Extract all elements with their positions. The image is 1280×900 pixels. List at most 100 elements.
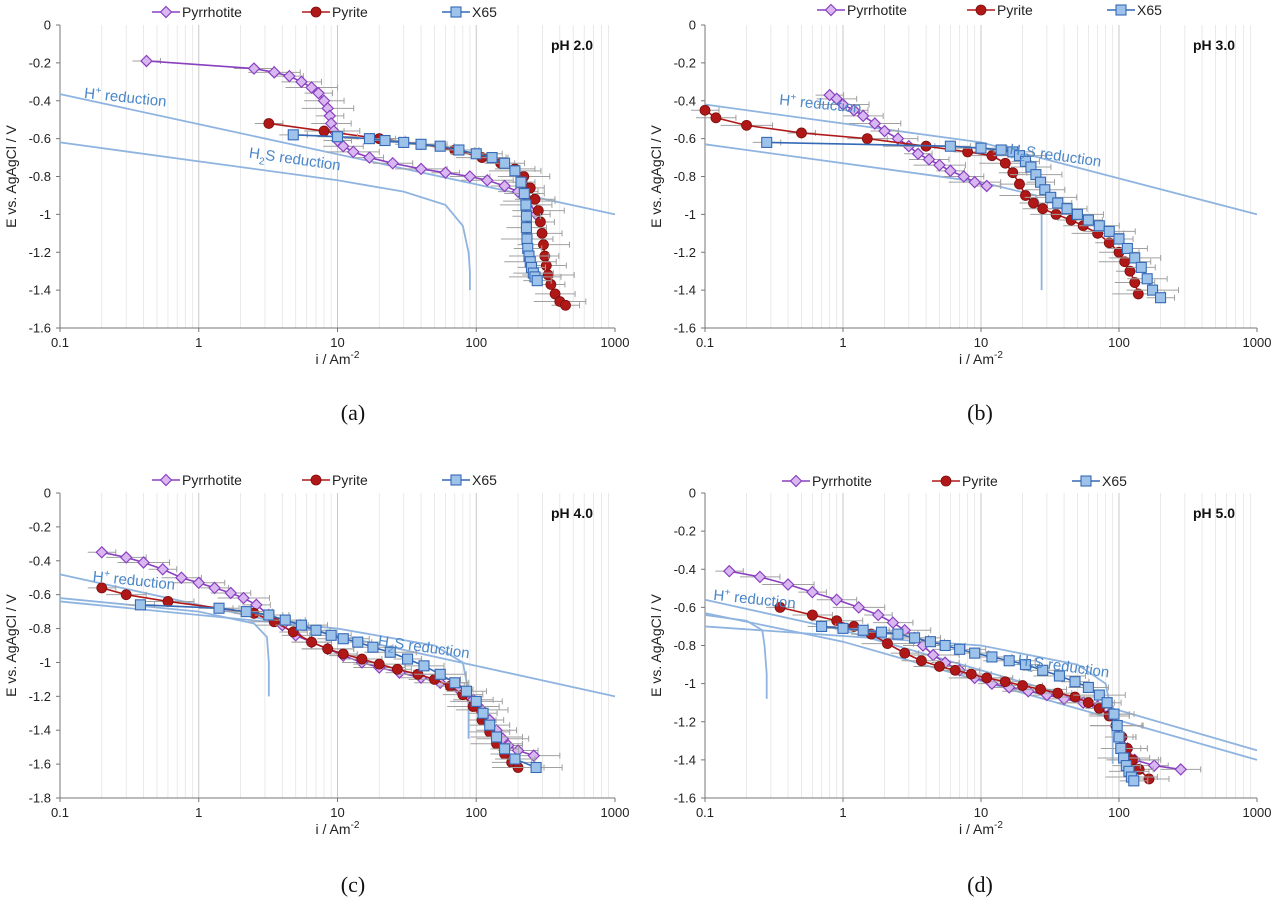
data-point-pyrite [1017,680,1028,691]
data-point-pyrite [287,626,299,638]
data-point-pyrite [536,227,548,239]
y-tick-label: -0.4 [29,553,51,568]
legend-label-pyrrhotite: Pyrrhotite [847,2,907,18]
panel-caption: (c) [341,872,365,897]
y-tick-label: -0.6 [674,131,696,146]
annotation-rest: reduction [729,589,796,613]
data-point-x65 [331,131,344,143]
legend-label-x65: X65 [472,472,497,488]
y-tick-label: -0.2 [674,524,696,539]
data-point-pyrite [916,655,927,667]
y-tick-label: 0 [44,18,51,33]
data-point-pyrite [356,653,368,665]
data-point-x65 [1113,233,1125,245]
legend-marker-pyrrhotite [159,473,173,487]
data-point-x65 [975,142,987,154]
data-point-x65 [1053,670,1065,682]
data-point-x65 [816,620,828,632]
data-point-pyrrhotite [527,749,541,762]
annotation-base: H [1017,652,1030,670]
data-point-x65 [944,140,956,152]
data-point-pyrrhotite [480,173,494,187]
legend: Pyrrhotite Pyrite X65 [817,2,1162,18]
annotation-base: H [377,633,390,651]
x-tick-label: 10 [974,335,988,350]
legend-marker-x65 [450,474,462,486]
data-point-pyrrhotite [237,591,250,605]
annotation-base: H [92,568,105,586]
data-point-pyrrhotite [957,170,971,183]
y-tick-label: -1 [39,207,51,222]
x-tick-label: 100 [465,335,487,350]
x-tick-label: 10 [330,805,344,820]
y-tick-label: -0.2 [674,55,696,70]
y-tick-label: -0.2 [29,519,51,534]
x-tick-label: 0.1 [696,335,714,350]
data-point-x65 [398,136,410,148]
data-point-pyrite [560,299,571,311]
y-tick-label: 0 [689,486,696,501]
h-plus-reduction-annotation: H+ reduction [778,91,862,118]
legend-marker-pyrrhotite [789,474,803,488]
h2s-reduction-annotation: H2S reduction [247,145,341,179]
x-tick-label: 1 [195,805,202,820]
data-point-x65 [415,138,427,150]
data-point-pyrite [1082,697,1094,709]
data-point-x65 [1108,708,1120,720]
x-axis-title: i / Am-2 [959,820,1003,837]
data-point-x65 [1093,689,1105,701]
data-point-x65 [263,609,275,621]
annotation-rest: reduction [100,87,167,111]
data-point-pyrite [337,648,349,660]
h-plus-reduction-annotation: H+ reduction [83,84,167,111]
x-tick-label: 100 [1108,805,1130,820]
x-tick-label: 1000 [1243,335,1272,350]
data-point-x65 [521,233,533,245]
data-point-pyrrhotite [933,158,946,172]
data-point-pyrrhotite [886,616,900,629]
panel-caption: (a) [341,400,365,425]
data-point-pyrrhotite [295,75,308,89]
data-point-x65 [363,133,376,145]
series-line-pyrite [779,606,1150,780]
data-point-x65 [1045,191,1057,203]
data-point-x65 [1111,720,1123,732]
y-tick-label: -0.4 [674,93,696,108]
data-point-x65 [460,685,473,697]
model-curve-h2s-reduction [59,600,470,739]
legend-label-pyrite: Pyrite [997,2,1033,18]
legend-label-pyrrhotite: Pyrrhotite [182,4,242,20]
data-point-x65 [761,136,773,148]
annotation-sub: 2 [1027,663,1034,675]
legend-label-pyrite: Pyrite [332,472,368,488]
y-tick-label: -1.4 [29,283,51,298]
data-point-x65 [1113,731,1125,743]
data-point-x65 [279,614,291,626]
model-curve-h2s-reduction [704,143,1043,291]
data-point-x65 [1129,252,1141,264]
data-point-pyrrhotite [208,581,221,595]
data-point-pyrrhotite [852,601,866,614]
y-tick-label: 0 [44,486,51,501]
y-axis-title: E vs. AgAgCl / V [648,124,664,227]
data-point-pyrite [806,609,818,621]
legend-marker-pyrite [940,475,952,487]
data-point-x65 [402,653,414,665]
annotation-base: H [1009,141,1022,159]
annotation-rest: reduction [109,570,176,594]
data-point-pyrite [934,661,945,672]
data-point-pyrite [391,663,403,675]
model-curve-h2s-reduction-ph-4-x65-limit [59,597,270,697]
model-curve-h-reduction [704,103,1258,216]
data-point-pyrrhotite [156,562,170,576]
y-tick-label: -1 [39,655,51,670]
y-tick-label: -1.4 [674,752,696,767]
data-point-x65 [477,707,489,719]
data-point-x65 [1082,214,1094,226]
x-tick-label: 0.1 [696,805,714,820]
x-tick-label: 1 [195,335,202,350]
data-point-x65 [1052,197,1064,209]
data-point-pyrite [999,157,1011,169]
data-point-x65 [352,636,364,648]
data-point-pyrrhotite [119,551,133,564]
